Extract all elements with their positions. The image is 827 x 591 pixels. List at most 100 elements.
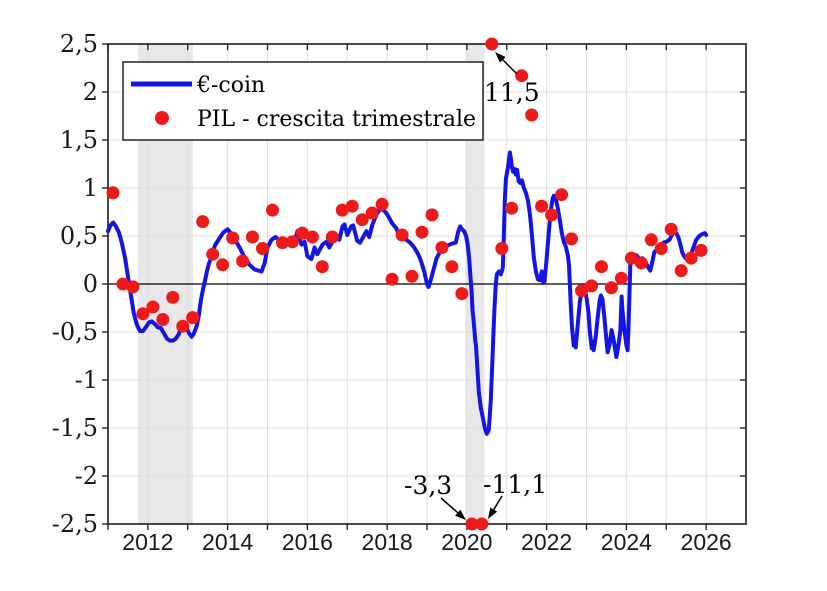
pil-dot — [624, 251, 638, 265]
y-tick-label: -1 — [75, 366, 98, 394]
pil-dot — [674, 264, 688, 278]
y-tick-label: 1 — [83, 174, 98, 202]
pil-dot — [435, 241, 449, 254]
pil-dot — [236, 254, 250, 268]
pil-legend-dot-sample-icon — [155, 111, 169, 125]
annotation-value-minus-3-3: -3,3 — [404, 471, 452, 500]
y-tick-labels-layer: 2,5 2 1,5 1 0,5 0 -0,5 -1 -1,5 -2 -2,5 — [52, 30, 98, 538]
annotation-value-minus-11-1: -11,1 — [483, 470, 547, 499]
x-tick-label: 2024 — [601, 529, 652, 555]
ecoin-line — [106, 150, 709, 436]
pil-dot — [226, 231, 240, 245]
ticks-layer — [102, 43, 746, 530]
y-tick-label: 0 — [83, 270, 98, 298]
pil-dot — [475, 517, 489, 531]
pil-dot — [196, 215, 210, 229]
pil-dot — [415, 225, 429, 239]
pil-dot — [555, 188, 569, 202]
annotation-arrow-line — [493, 495, 503, 510]
x-tick-label: 2014 — [202, 529, 253, 555]
annotation-arrow-line — [440, 497, 459, 514]
x-tick-labels-layer: 2012 2014 2016 2018 2020 2022 2024 2026 — [122, 529, 731, 555]
pil-dot — [355, 213, 369, 227]
y-tick-label: 0,5 — [60, 222, 98, 250]
y-tick-label: 2,5 — [60, 30, 98, 58]
pil-dot — [216, 258, 230, 272]
pil-dot — [595, 260, 608, 274]
x-tick-label: 2012 — [122, 529, 173, 555]
pil-dot — [445, 260, 459, 274]
annotation-arrowhead-icon — [488, 507, 498, 519]
pil-dot — [285, 235, 299, 249]
y-tick-label: -1,5 — [52, 414, 98, 442]
pil-dot — [335, 203, 349, 217]
pil-dot — [146, 300, 160, 314]
pil-dot — [186, 311, 200, 325]
x-tick-label: 2018 — [362, 529, 413, 555]
pil-dot — [585, 279, 598, 293]
pil-dot — [535, 199, 549, 213]
legend: €-coin PIL - crescita trimestrale — [122, 61, 484, 141]
pil-dot — [256, 242, 269, 255]
legend-label-pil: PIL - crescita trimestrale — [197, 107, 476, 132]
ecoin-line-layer — [106, 150, 709, 436]
pil-dot — [684, 251, 698, 265]
pil-dot — [266, 203, 279, 217]
pil-dot — [126, 280, 140, 294]
pil-dot — [545, 208, 559, 222]
pil-dot — [654, 242, 668, 255]
annotation-arrowhead-icon — [455, 509, 466, 520]
pil-dot — [325, 230, 339, 244]
pil-dot — [385, 272, 399, 286]
pil-dot — [525, 108, 539, 122]
x-tick-label: 2016 — [282, 529, 333, 555]
x-tick-label: 2020 — [441, 529, 492, 555]
pil-dot — [405, 269, 419, 283]
x-tick-label: 2026 — [681, 529, 732, 555]
x-tick-label: 2022 — [521, 529, 572, 555]
y-tick-label: 1,5 — [60, 126, 98, 154]
pil-dot — [694, 243, 708, 257]
pil-dot — [206, 247, 220, 261]
legend-label-ecoin: €-coin — [196, 73, 265, 98]
pil-dot — [604, 281, 618, 295]
pil-dots-layer — [106, 37, 708, 531]
pil-dot — [455, 287, 469, 301]
pil-dot — [166, 290, 180, 304]
legend-box — [122, 61, 484, 141]
pil-dot — [116, 277, 130, 291]
pil-dot — [156, 313, 170, 326]
annotation-arrowhead-icon — [495, 52, 506, 63]
pil-dot — [295, 226, 309, 240]
pil-dot — [495, 242, 509, 255]
pil-dot — [345, 199, 359, 213]
y-tick-label: -0,5 — [52, 318, 98, 346]
pil-dot — [106, 186, 120, 200]
pil-dot — [365, 206, 379, 220]
annotations: 11,5 -3,3 -11,1 — [404, 52, 547, 520]
y-tick-label: -2 — [75, 462, 98, 490]
pil-dot — [136, 307, 150, 321]
pil-dot — [425, 208, 439, 222]
pil-dot — [305, 230, 319, 244]
pil-dot — [634, 256, 648, 270]
pil-dot — [664, 222, 678, 236]
pil-dot — [505, 201, 519, 215]
pil-dot — [614, 271, 628, 285]
pil-dot — [515, 69, 529, 83]
pil-dot — [176, 319, 190, 333]
annotation-arrow-line — [502, 59, 518, 75]
pil-dot — [246, 230, 259, 244]
pil-dot — [485, 37, 499, 51]
annotation-arrows-layer — [440, 52, 518, 520]
pil-dot — [315, 260, 329, 274]
pil-dot — [644, 233, 658, 247]
y-tick-label: -2,5 — [52, 510, 98, 538]
pil-dot — [465, 517, 479, 531]
pil-dot — [575, 284, 588, 298]
pil-dot — [565, 232, 578, 246]
annotation-value-11-5: 11,5 — [484, 78, 540, 107]
pil-dot — [276, 236, 289, 250]
